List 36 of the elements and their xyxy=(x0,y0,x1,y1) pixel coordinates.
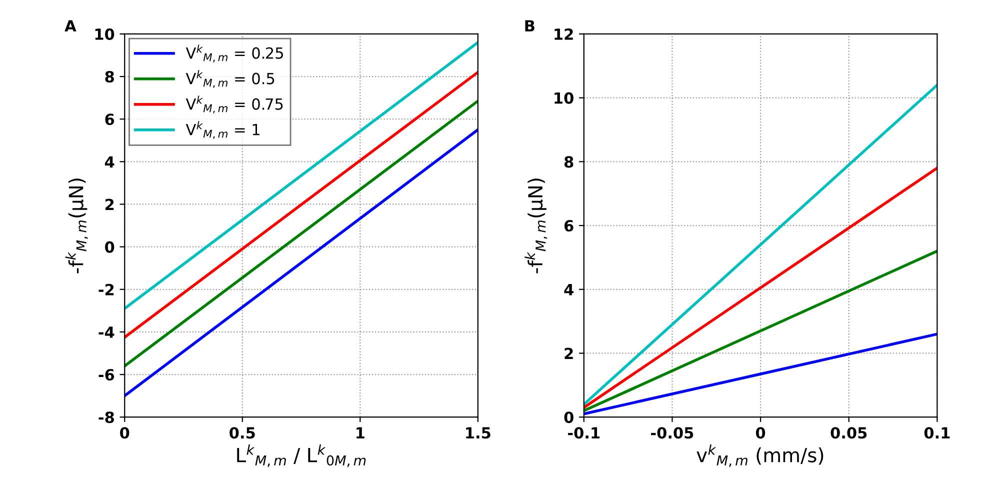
legend-label: V$^{k}$$_{M,m}$ = 0.75 xyxy=(186,96,283,114)
y-tick-label: 0 xyxy=(564,412,574,424)
y-tick-label: 8 xyxy=(564,156,574,168)
legend-label: V$^{k}$$_{M,m}$ = 1 xyxy=(186,121,260,139)
y-tick-label: 10 xyxy=(554,92,574,104)
y-tick-label: 10 xyxy=(95,28,114,40)
legend-label: V$^{k}$$_{M,m}$ = 0.5 xyxy=(186,70,274,88)
y-tick-label: 2 xyxy=(105,198,114,210)
y-tick-label: -8 xyxy=(98,412,114,424)
y-tick-label: 4 xyxy=(104,156,114,168)
y-tick-label: 2 xyxy=(564,348,573,360)
y-tick-label: 12 xyxy=(554,28,573,40)
legend-label: V$^{k}$$_{M,m}$ = 0.25 xyxy=(186,44,283,62)
x-tick-label: 1 xyxy=(356,427,364,438)
y-axis-title: -f$^{k}$$_{M,m}$(μN) xyxy=(524,178,548,274)
x-tick-label: 0.5 xyxy=(230,427,255,439)
x-tick-label: 0.1 xyxy=(924,427,950,439)
y-axis-title: -f$^{k}$$_{M,m}$(μN) xyxy=(65,178,88,274)
y-tick-label: 6 xyxy=(105,114,114,126)
y-tick-label: 6 xyxy=(564,220,574,232)
y-tick-label: -2 xyxy=(98,284,114,296)
x-tick-label: 0 xyxy=(120,427,130,439)
x-tick-label: -0.05 xyxy=(651,427,694,439)
chart-title: B xyxy=(525,20,534,32)
x-axis-title: v$^{k}$$_{M,m}$ (mm/s) xyxy=(696,444,824,467)
x-axis-title: L$^{k}$$_{M,m}$ / L$^{k}$$_{0M,m}$ xyxy=(237,444,366,467)
y-tick-label: 8 xyxy=(105,70,114,83)
y-tick-label: -4 xyxy=(98,326,114,338)
chart-title: A xyxy=(64,20,76,32)
y-tick-label: -6 xyxy=(98,369,114,381)
x-tick-label: -0.1 xyxy=(568,427,600,439)
y-tick-label: 4 xyxy=(564,284,574,296)
x-tick-label: 0.05 xyxy=(830,427,867,439)
y-tick-label: 0 xyxy=(105,241,114,253)
x-tick-label: 0 xyxy=(756,427,766,439)
x-tick-label: 1.5 xyxy=(466,427,490,439)
